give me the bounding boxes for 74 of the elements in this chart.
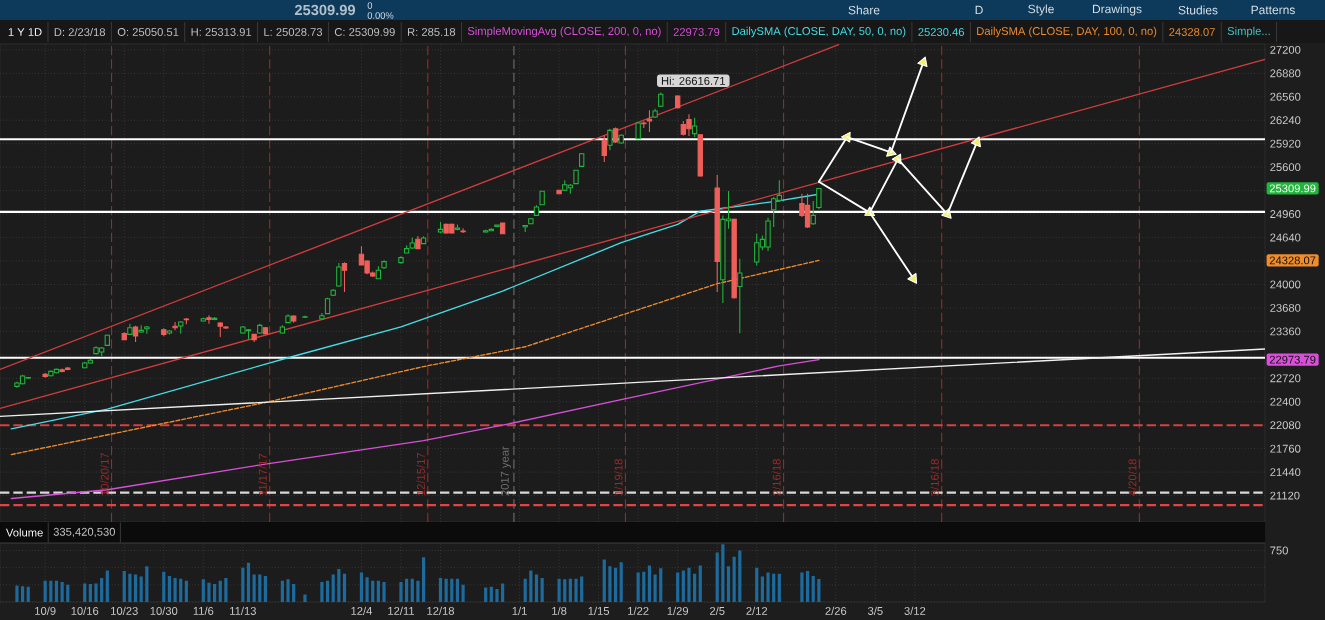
x-tick-label: 11/6 bbox=[193, 606, 214, 615]
y-tick-label: 22720 bbox=[1270, 374, 1301, 383]
y-tick-label: 23680 bbox=[1270, 303, 1301, 312]
text: SimpleMovingAvg (CLOSE, 200, 0, no) bbox=[467, 26, 661, 38]
y-tick-label: 26560 bbox=[1270, 92, 1301, 101]
text: 24328.07 bbox=[1269, 256, 1316, 265]
y-tick-label: 22080 bbox=[1270, 421, 1301, 430]
text: D: 2/23/18 bbox=[54, 27, 106, 37]
annotation: Hi: 26616.71 bbox=[661, 76, 725, 85]
x-tick-label: 3/5 bbox=[867, 606, 883, 615]
x-tick-label: 2/26 bbox=[825, 606, 847, 615]
x-tick-label: 10/9 bbox=[35, 606, 56, 615]
y-tick-label: 750 bbox=[1270, 546, 1288, 555]
text: H: 25313.91 bbox=[191, 28, 252, 36]
ref-line-label: 4/20/18 bbox=[1128, 459, 1137, 496]
text: 335,420,530 bbox=[53, 527, 115, 538]
text: DailySMA (CLOSE, DAY, 100, 0, no) bbox=[977, 26, 1157, 38]
text: Share bbox=[848, 5, 880, 15]
text: 25230.46 bbox=[918, 28, 965, 36]
x-tick-label: 2/12 bbox=[746, 606, 768, 615]
y-tick-label: 25600 bbox=[1270, 163, 1301, 172]
x-tick-label: 12/4 bbox=[351, 606, 372, 615]
text: R: 285.18 bbox=[407, 28, 456, 36]
ref-line-label: 1/19/18 bbox=[614, 459, 623, 496]
text: 25309.99 bbox=[294, 4, 356, 16]
ref-line-label: 10/20/17 bbox=[100, 453, 109, 496]
text: D bbox=[975, 5, 983, 15]
y-tick-label: 22400 bbox=[1270, 397, 1301, 406]
x-tick-label: 11/13 bbox=[230, 606, 256, 615]
y-tick-label: 24640 bbox=[1270, 233, 1301, 242]
text: Simple... bbox=[1227, 26, 1270, 38]
text: Studies bbox=[1178, 5, 1218, 15]
text: 0.00% bbox=[367, 12, 394, 19]
y-tick-label: 21440 bbox=[1270, 468, 1301, 477]
x-tick-label: 10/23 bbox=[111, 606, 138, 615]
ref-line-label: 11/17/17 bbox=[258, 453, 267, 496]
x-tick-label: 1/29 bbox=[667, 606, 689, 615]
text: Volume bbox=[5, 528, 43, 537]
text: O: 25050.51 bbox=[117, 28, 179, 36]
text: C: 25309.99 bbox=[334, 28, 395, 36]
text: 22973.79 bbox=[673, 28, 720, 36]
ref-line-label: 12/15/17 bbox=[416, 453, 425, 496]
x-tick-label: 12/11 bbox=[388, 606, 415, 615]
x-tick-label: 1/8 bbox=[552, 606, 567, 615]
x-tick-label: 10/16 bbox=[71, 606, 99, 615]
y-tick-label: 27200 bbox=[1270, 45, 1301, 54]
ref-line-label: 2/16/18 bbox=[772, 459, 781, 496]
x-tick-label: 1/1 bbox=[512, 606, 527, 615]
y-tick-label: 21120 bbox=[1270, 491, 1300, 500]
y-tick-label: 26240 bbox=[1270, 116, 1301, 125]
text: 25309.99 bbox=[1269, 184, 1316, 193]
y-tick-label: 21760 bbox=[1270, 444, 1301, 453]
text: DailySMA (CLOSE, DAY, 50, 0, no) bbox=[732, 26, 906, 38]
text: Drawings bbox=[1092, 4, 1142, 16]
x-tick-label: 3/12 bbox=[904, 606, 926, 615]
x-tick-label: 2/5 bbox=[710, 606, 725, 615]
y-tick-label: 25920 bbox=[1270, 139, 1301, 148]
text: 1 Y 1D bbox=[8, 28, 42, 36]
ref-line-label: 2017 year bbox=[500, 446, 511, 496]
y-tick-label: 24960 bbox=[1270, 210, 1301, 219]
text: 24328.07 bbox=[1169, 28, 1215, 36]
text: L: 25028.73 bbox=[264, 28, 323, 36]
y-tick-label: 26880 bbox=[1270, 69, 1301, 78]
ref-line-label: 3/16/18 bbox=[930, 459, 939, 496]
text: Style bbox=[1028, 4, 1054, 16]
text: Patterns bbox=[1251, 5, 1295, 15]
x-tick-label: 1/15 bbox=[588, 606, 610, 615]
x-tick-label: 10/30 bbox=[150, 606, 178, 615]
y-tick-label: 24000 bbox=[1270, 280, 1301, 289]
x-tick-label: 12/18 bbox=[427, 606, 455, 615]
x-tick-label: 1/22 bbox=[628, 606, 649, 615]
y-tick-label: 23360 bbox=[1270, 327, 1301, 336]
text: 22973.79 bbox=[1269, 355, 1316, 364]
text: 0 bbox=[367, 2, 373, 9]
